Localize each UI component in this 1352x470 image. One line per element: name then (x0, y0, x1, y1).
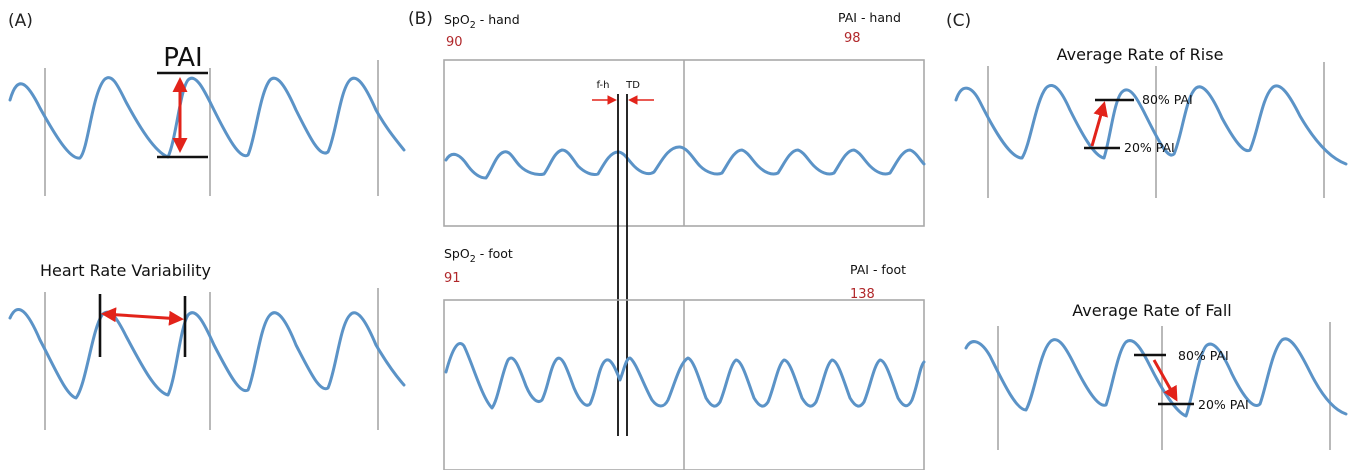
panel-a: (A) PAI Heart Rate Variability (8, 11, 406, 430)
waveform-hand (444, 145, 926, 180)
fh-label: f-h (597, 80, 610, 91)
waveform-fall (964, 337, 1348, 418)
fall-20-label: 20% PAI (1198, 397, 1249, 412)
pai-hand-value: 98 (844, 31, 861, 46)
pai-hand-label: PAI - hand (838, 10, 901, 25)
rise-title: Average Rate of Rise (1057, 45, 1224, 64)
panel-c-label: (C) (946, 11, 971, 31)
panel-c: (C) Average Rate of Rise 80% PAI 20% PAI… (946, 11, 1348, 450)
rise-20-label: 20% PAI (1124, 140, 1175, 155)
fall-80-label: 80% PAI (1178, 348, 1229, 363)
spo2-hand-value: 90 (446, 35, 463, 50)
rise-arrow (1090, 101, 1108, 147)
panel-b-label: (B) (408, 9, 433, 29)
spo2-hand-label: SpO2 - hand (444, 12, 520, 31)
pai-foot-value: 138 (850, 287, 875, 302)
pai-foot-label: PAI - foot (850, 262, 906, 277)
waveform-a-bottom (8, 308, 406, 400)
waveform-a-top (8, 76, 406, 160)
hrv-label: Heart Rate Variability (40, 261, 211, 280)
pai-label: PAI (163, 43, 202, 73)
waveform-rise (954, 84, 1348, 166)
fall-arrow (1152, 359, 1178, 402)
rise-80-label: 80% PAI (1142, 92, 1193, 107)
waveform-foot (444, 342, 926, 410)
td-label: TD (625, 80, 640, 91)
fall-title: Average Rate of Fall (1072, 301, 1232, 320)
panel-a-label: (A) (8, 11, 33, 31)
spo2-foot-label: SpO2 - foot (444, 246, 513, 265)
hrv-arrow (101, 307, 184, 326)
spo2-foot-value: 91 (444, 271, 461, 286)
panel-b: (B) SpO2 - hand 90 PAI - hand 98 f-h TD … (408, 9, 926, 470)
